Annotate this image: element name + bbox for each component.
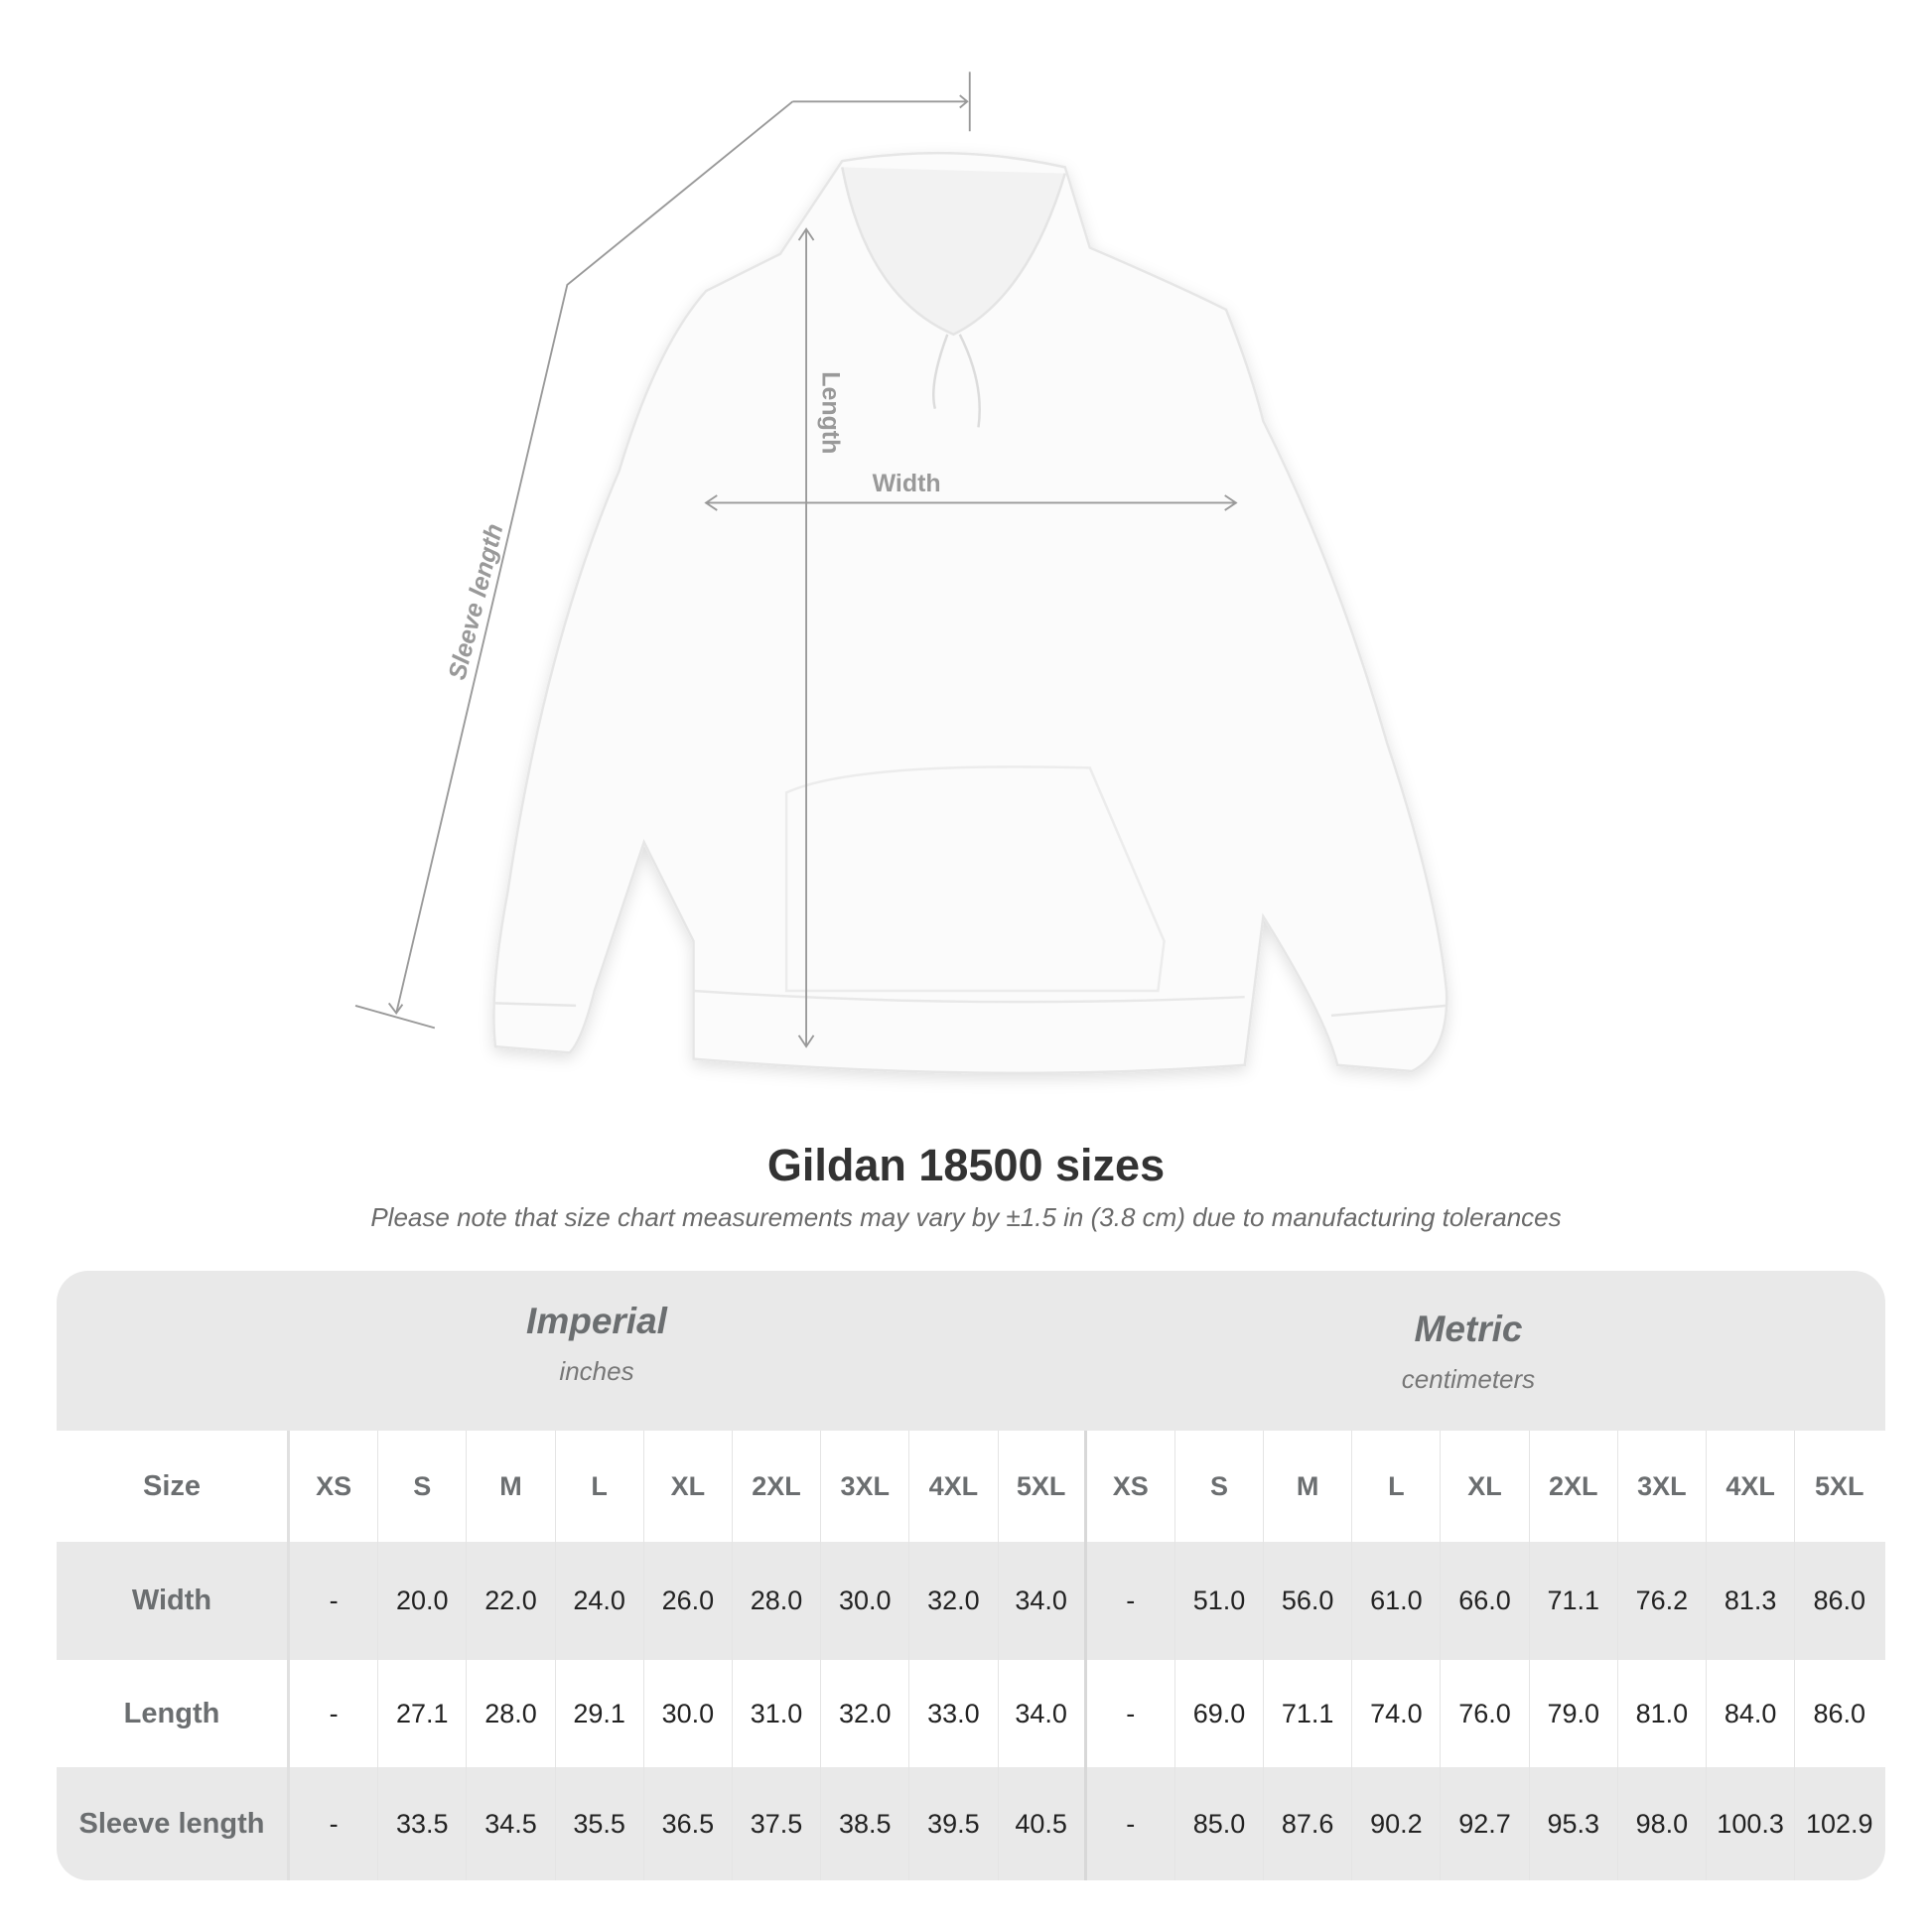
value-cell-imperial: 26.0 xyxy=(644,1542,733,1660)
value-cell-metric: 84.0 xyxy=(1707,1660,1796,1767)
value-cell-imperial: 38.5 xyxy=(821,1767,910,1880)
value-cell-metric: 66.0 xyxy=(1441,1542,1530,1660)
value-cell-imperial: - xyxy=(290,1767,379,1880)
value-cell-imperial: 34.0 xyxy=(999,1542,1087,1660)
value-cell-metric: 74.0 xyxy=(1352,1660,1442,1767)
value-cell-imperial: 27.1 xyxy=(378,1660,468,1767)
row-label: Sleeve length xyxy=(57,1767,290,1880)
width-label: Width xyxy=(873,470,941,497)
value-cell-metric: 90.2 xyxy=(1352,1767,1442,1880)
tolerance-note: Please note that size chart measurements… xyxy=(370,1202,1562,1232)
value-cell-imperial: 37.5 xyxy=(733,1767,822,1880)
value-cell-metric: 76.0 xyxy=(1441,1660,1530,1767)
value-cell-imperial: 22.0 xyxy=(467,1542,556,1660)
value-cell-metric: 79.0 xyxy=(1530,1660,1618,1767)
value-cell-metric: 98.0 xyxy=(1618,1767,1707,1880)
value-cell-metric: 85.0 xyxy=(1175,1767,1265,1880)
value-cell-imperial: 30.0 xyxy=(821,1542,910,1660)
value-cell-imperial: 33.5 xyxy=(378,1767,468,1880)
size-header-imperial: XS xyxy=(290,1431,379,1542)
size-header-imperial: 4XL xyxy=(909,1431,999,1542)
value-cell-imperial: 20.0 xyxy=(378,1542,468,1660)
value-cell-metric: 69.0 xyxy=(1175,1660,1265,1767)
value-cell-imperial: 29.1 xyxy=(556,1660,644,1767)
size-header-metric: XL xyxy=(1441,1431,1530,1542)
value-cell-metric: 102.9 xyxy=(1805,1808,1873,1839)
size-header-metric: S xyxy=(1175,1431,1265,1542)
size-header-metric: 3XL xyxy=(1618,1431,1707,1542)
value-cell-imperial: - xyxy=(290,1660,379,1767)
value-cell-metric: 87.6 xyxy=(1264,1767,1353,1880)
value-cell-metric: 81.3 xyxy=(1707,1542,1796,1660)
size-header-imperial: M xyxy=(467,1431,556,1542)
value-cell-imperial: 36.5 xyxy=(644,1767,733,1880)
value-cell-imperial: 24.0 xyxy=(556,1542,644,1660)
metric-unit: centimeters xyxy=(1401,1364,1536,1394)
value-cell-metric: 86.0 xyxy=(1813,1586,1866,1615)
value-cell-imperial: 40.5 xyxy=(999,1767,1087,1880)
width-measure-line xyxy=(704,494,1238,511)
value-cell-imperial: 34.0 xyxy=(999,1660,1087,1767)
size-header-imperial: L xyxy=(556,1431,644,1542)
table-row: Length -27.1 28.0 29.1 30.0 31.0 32.0 33.0 34.0-… xyxy=(57,1660,1885,1767)
size-header-metric: L xyxy=(1352,1431,1442,1542)
sleeve-measure-line xyxy=(354,71,971,1030)
size-header-row: Size XS S M L XL 2XL 3XL 4XL 5XL XS S M L XL 2XL 3XL 4XL 5… xyxy=(57,1431,1885,1542)
metric-title: Metric xyxy=(1414,1309,1523,1349)
metric-header: Metric centimeters xyxy=(1171,1309,1766,1395)
size-header-imperial: XL xyxy=(644,1431,733,1542)
size-header-metric: 5XL xyxy=(1815,1470,1864,1501)
value-cell-imperial: 35.5 xyxy=(556,1767,644,1880)
size-header-metric: 4XL xyxy=(1707,1431,1796,1542)
imperial-header: Imperial inches xyxy=(299,1301,895,1387)
value-cell-metric: 61.0 xyxy=(1352,1542,1442,1660)
row-label: Width xyxy=(57,1542,290,1660)
row-label: Length xyxy=(57,1660,290,1767)
value-cell-imperial: 33.0 xyxy=(909,1660,999,1767)
value-cell-metric: 51.0 xyxy=(1175,1542,1265,1660)
value-cell-metric: - xyxy=(1087,1660,1175,1767)
value-cell-imperial: - xyxy=(290,1542,379,1660)
page-title: Gildan 18500 sizes xyxy=(766,1140,1166,1190)
value-cell-metric: 92.7 xyxy=(1441,1767,1530,1880)
row-label: Size xyxy=(57,1431,290,1542)
value-cell-imperial: 30.0 xyxy=(644,1660,733,1767)
value-cell-metric: 95.3 xyxy=(1530,1767,1618,1880)
value-cell-imperial: 34.5 xyxy=(467,1767,556,1880)
size-header-imperial: 2XL xyxy=(733,1431,822,1542)
value-cell-metric: - xyxy=(1087,1542,1175,1660)
value-cell-metric: 100.3 xyxy=(1707,1767,1796,1880)
size-header-metric: 2XL xyxy=(1530,1431,1618,1542)
size-header-metric: XS xyxy=(1087,1431,1175,1542)
value-cell-metric: 56.0 xyxy=(1264,1542,1353,1660)
size-header-imperial: 5XL xyxy=(999,1431,1087,1542)
value-cell-metric: 71.1 xyxy=(1530,1542,1618,1660)
imperial-title: Imperial xyxy=(526,1301,667,1341)
table-row: Sleeve length -33.5 34.5 35.5 36.5 37.5 38.5 39… xyxy=(57,1767,1885,1880)
length-label: Length xyxy=(816,371,844,454)
table-row: Width -20.0 22.0 24.0 26.0 28.0 30.0 32.0 34.0-5… xyxy=(57,1542,1885,1660)
value-cell-imperial: 32.0 xyxy=(909,1542,999,1660)
unit-header: Imperial inches Metric centimeters xyxy=(57,1271,1885,1431)
length-measure-line xyxy=(797,227,815,1048)
value-cell-imperial: 28.0 xyxy=(467,1660,556,1767)
value-cell-imperial: 39.5 xyxy=(909,1767,999,1880)
value-cell-imperial: 32.0 xyxy=(821,1660,910,1767)
size-header-imperial: 3XL xyxy=(821,1431,910,1542)
value-cell-imperial: 28.0 xyxy=(733,1542,822,1660)
value-cell-metric: 81.0 xyxy=(1618,1660,1707,1767)
value-cell-metric: 71.1 xyxy=(1264,1660,1353,1767)
imperial-unit: inches xyxy=(559,1356,634,1386)
value-cell-metric: - xyxy=(1087,1767,1175,1880)
hoodie-image xyxy=(492,151,1449,1075)
size-header-metric: M xyxy=(1264,1431,1353,1542)
value-cell-imperial: 31.0 xyxy=(733,1660,822,1767)
size-header-imperial: S xyxy=(378,1431,468,1542)
value-cell-metric: 86.0 xyxy=(1813,1698,1866,1728)
sleeve-length-label: Sleeve length xyxy=(443,521,508,683)
size-table: Imperial inches Metric centimeters Size X… xyxy=(57,1271,1885,1880)
value-cell-metric: 76.2 xyxy=(1618,1542,1707,1660)
